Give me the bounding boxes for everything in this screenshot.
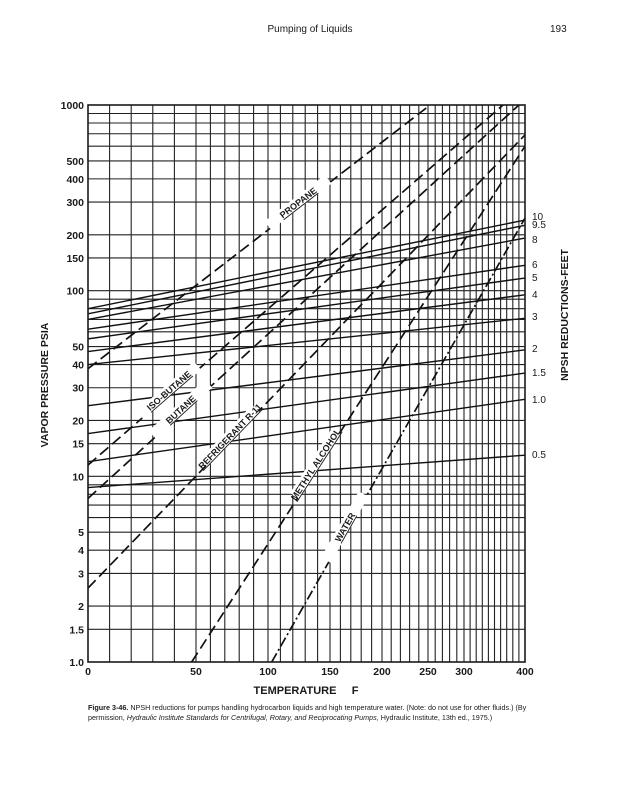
fluid-label: METHYL ALCOHOL [289, 426, 343, 502]
x-tick-label: 50 [190, 666, 202, 678]
y-tick-label: 2 [78, 601, 84, 613]
fluid-line [87, 134, 526, 589]
y-tick-label: 3 [78, 568, 84, 580]
caption-tail: Hydraulic Institute, 13th ed., 1975.) [380, 713, 493, 722]
figure-caption: Figure 3-46. NPSH reductions for pumps h… [88, 703, 558, 723]
y-tick-label: 1.5 [69, 624, 84, 636]
fluid-line [270, 217, 526, 663]
y-tick-label: 100 [66, 286, 84, 298]
fluid-label-background [290, 429, 341, 499]
y-tick-label: 5 [78, 527, 84, 539]
caption-text: NPSH reductions for pumps handling hydro… [88, 703, 527, 722]
fluid-label-background [199, 404, 261, 468]
npsh-label: 0.5 [532, 450, 546, 461]
npsh-line [87, 224, 526, 315]
fluid-label-background [321, 491, 369, 563]
y-tick-label: 4 [78, 545, 84, 557]
npsh-line [87, 398, 526, 463]
y-tick-label: 1000 [61, 100, 85, 112]
plot-frame [87, 104, 526, 663]
npsh-label: 9.5 [532, 220, 546, 231]
fluid-line [190, 145, 526, 663]
tick-labels: 0 50 100 150 200 250 300 4001000500400300200150… [61, 100, 534, 678]
fluid-line [87, 104, 504, 466]
y-tick-label: 200 [66, 230, 84, 242]
y-tick-label: 400 [66, 174, 84, 186]
y-tick-label: 50 [72, 342, 84, 354]
x-tick-label: 100 [259, 666, 277, 678]
y-tick-label: 10 [72, 471, 84, 483]
npsh-label: 3 [532, 312, 538, 323]
npsh-line [87, 294, 526, 353]
caption-source-title: Hydraulic Institute Standards for Centri… [126, 713, 379, 722]
fluid-label: PROPANE [278, 185, 319, 220]
npsh-lines: 109.5 8 6 5 4 3 2 1.5 1.0 0.5 [87, 212, 546, 489]
npsh-label: 1.5 [532, 368, 546, 379]
x-tick-label: 0 [85, 666, 91, 678]
x-tick-label: 150 [321, 666, 339, 678]
x-tick-label: 400 [516, 666, 534, 678]
npsh-label: 6 [532, 260, 538, 271]
fluid-label-background [136, 361, 202, 420]
y-tick-label: 300 [66, 197, 84, 209]
y-axis-label: VAPOR PRESSURE PSIA [39, 322, 51, 447]
y-tick-label: 30 [72, 383, 84, 395]
npsh-label: 2 [532, 344, 538, 355]
caption-label: Figure 3-46. [88, 703, 129, 712]
x-tick-label: 250 [419, 666, 437, 678]
x-tick-label: 200 [373, 666, 391, 678]
npsh-line [87, 237, 526, 321]
npsh-label: 1.0 [532, 395, 546, 406]
npsh-label: 10 [532, 212, 544, 223]
fluid-label-background [148, 379, 213, 440]
fluid-label: WATER [333, 511, 358, 544]
fluid-label-background [264, 174, 332, 230]
x-tick-label: 300 [455, 666, 473, 678]
npsh-line [87, 277, 526, 340]
npsh-line [87, 264, 526, 330]
fluid-line [87, 104, 431, 370]
page-number: 193 [550, 24, 567, 35]
npsh-line [87, 219, 526, 310]
y-tick-label: 150 [66, 253, 84, 265]
running-head: Pumping of Liquids [267, 24, 353, 35]
grid [88, 105, 525, 662]
y-tick-label: 500 [66, 156, 84, 168]
npsh-line [87, 317, 526, 366]
y2-axis-label: NPSH REDUCTIONS-FEET [559, 248, 571, 380]
x-axis-label: TEMPERATURE F [254, 685, 359, 697]
y-tick-label: 15 [72, 439, 84, 451]
y-tick-label: 20 [72, 415, 84, 427]
npsh-label: 8 [532, 235, 538, 246]
y-tick-label: 40 [72, 360, 84, 372]
y-tick-label: 1.0 [69, 657, 84, 669]
npsh-label: 4 [532, 290, 538, 301]
npsh-label: 5 [532, 273, 538, 284]
